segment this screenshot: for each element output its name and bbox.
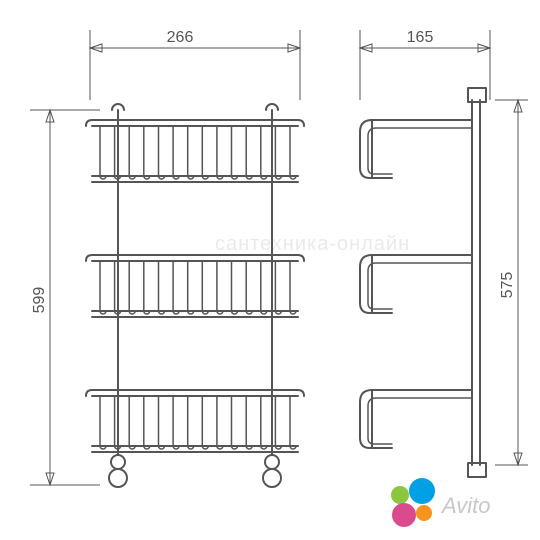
dim-front-width-label: 266 — [167, 29, 194, 46]
dim-front-height: 599 — [30, 110, 100, 485]
dim-front-height-label: 599 — [31, 287, 48, 314]
side-shelf-2 — [360, 255, 472, 313]
front-view — [86, 104, 304, 487]
dim-side-depth: 165 — [360, 29, 490, 100]
technical-drawing: сантехника-онлайн Avito 266 599 165 — [0, 0, 540, 540]
dim-side-height: 575 — [495, 100, 528, 465]
svg-text:Avito: Avito — [440, 493, 491, 518]
dim-side-depth-label: 165 — [407, 29, 434, 46]
side-shelf-3 — [360, 390, 472, 448]
watermark-logo: Avito — [391, 478, 491, 527]
side-view — [360, 88, 486, 477]
dim-front-width: 266 — [90, 29, 300, 100]
side-shelf-1 — [360, 120, 472, 178]
dim-side-height-label: 575 — [499, 272, 516, 299]
watermark-site: сантехника-онлайн — [215, 233, 410, 255]
